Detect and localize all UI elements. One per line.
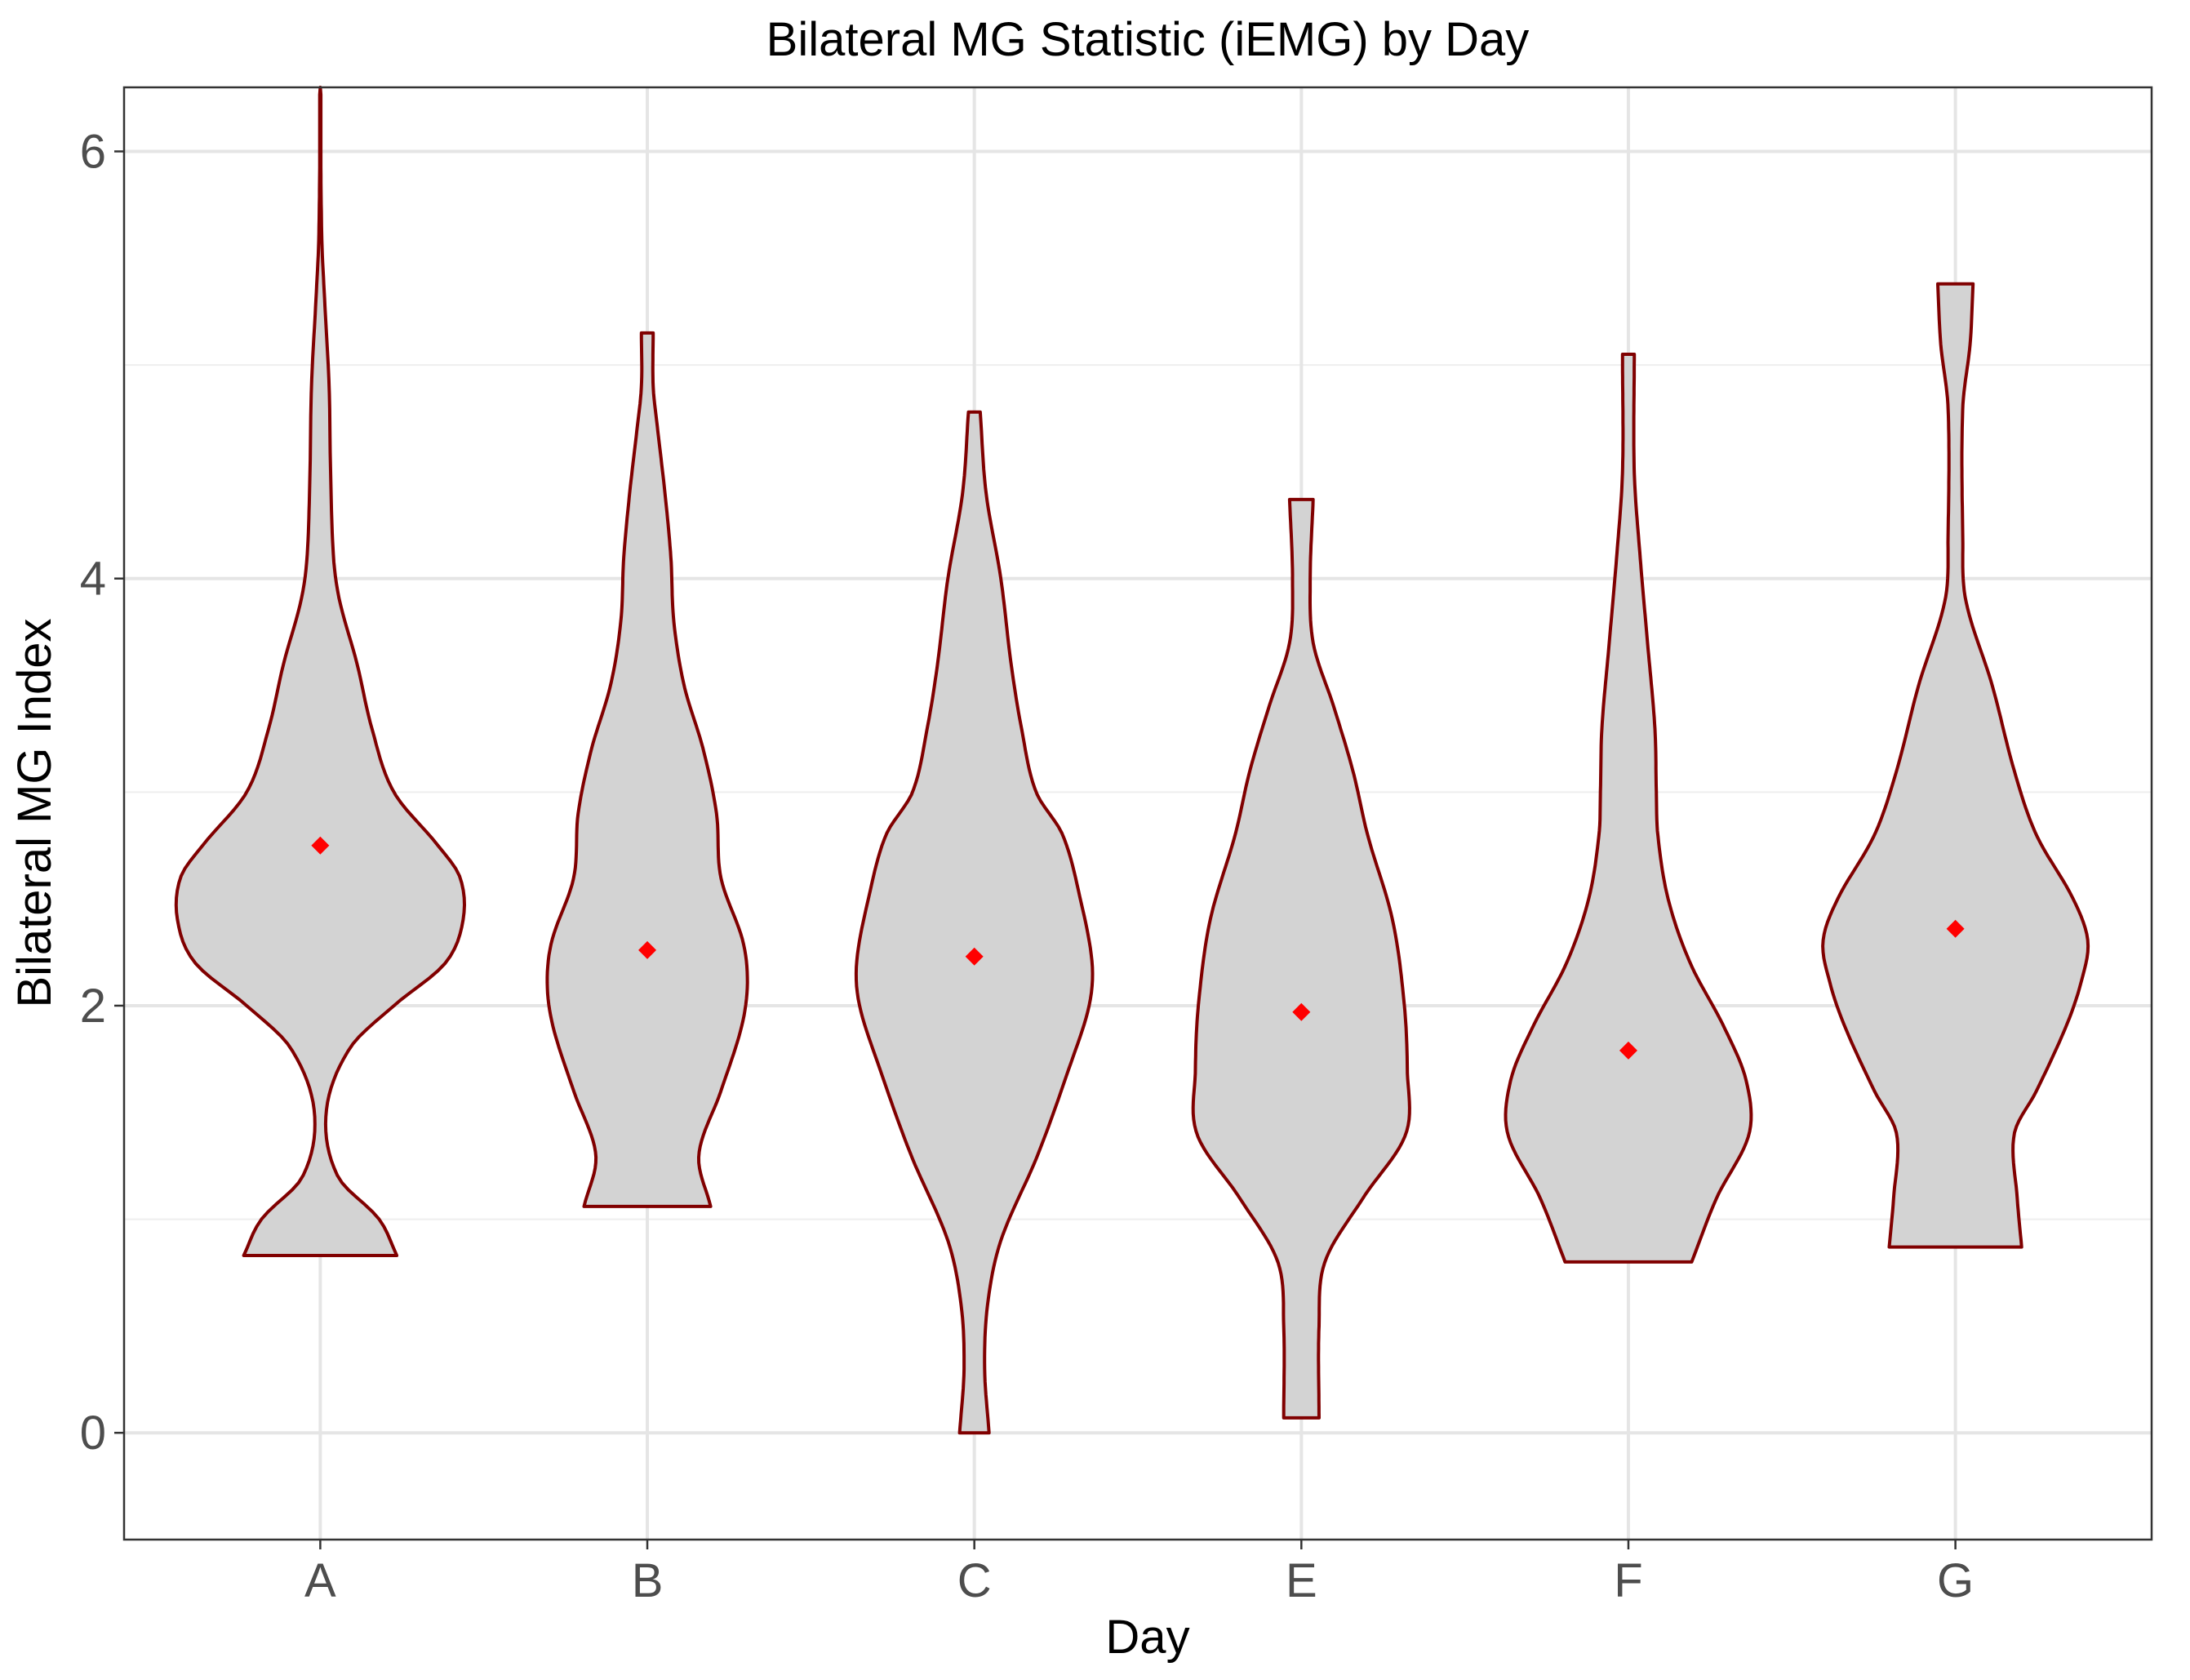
- panel-border: [122, 86, 2153, 1541]
- x-tick-label: E: [1286, 1554, 1317, 1607]
- axes: 0 2 4 6 A B C E F G: [80, 125, 1974, 1607]
- x-axis-title: Day: [1105, 1611, 1189, 1664]
- x-tick-label: C: [957, 1554, 992, 1607]
- chart-title: Bilateral MG Statistic (iEMG) by Day: [766, 13, 1530, 66]
- x-tick-label: B: [632, 1554, 664, 1607]
- violins: [174, 86, 2090, 1435]
- violin-F: [1504, 353, 1753, 1264]
- mean-point-E: [1292, 1002, 1311, 1021]
- y-tick-label: 6: [80, 125, 106, 178]
- mean-point-B: [638, 940, 657, 959]
- violin-B: [545, 331, 749, 1208]
- mean-point-F: [1619, 1041, 1637, 1060]
- violin-C: [854, 410, 1095, 1435]
- mean-point-G: [1946, 919, 1965, 938]
- x-tick-label: A: [304, 1554, 336, 1607]
- violin-A: [174, 86, 466, 1257]
- violin-G: [1821, 282, 2090, 1249]
- mean-point-A: [311, 836, 330, 855]
- violin-E: [1191, 497, 1411, 1420]
- x-tick-label: F: [1614, 1554, 1642, 1607]
- y-tick-label: 4: [80, 553, 106, 606]
- mean-points: [311, 836, 1965, 1060]
- y-tick-label: 0: [80, 1407, 106, 1460]
- mean-point-C: [965, 947, 984, 966]
- y-axis-title: Bilateral MG Index: [8, 618, 61, 1007]
- y-tick-label: 2: [80, 980, 106, 1033]
- x-tick-label: G: [1937, 1554, 1974, 1607]
